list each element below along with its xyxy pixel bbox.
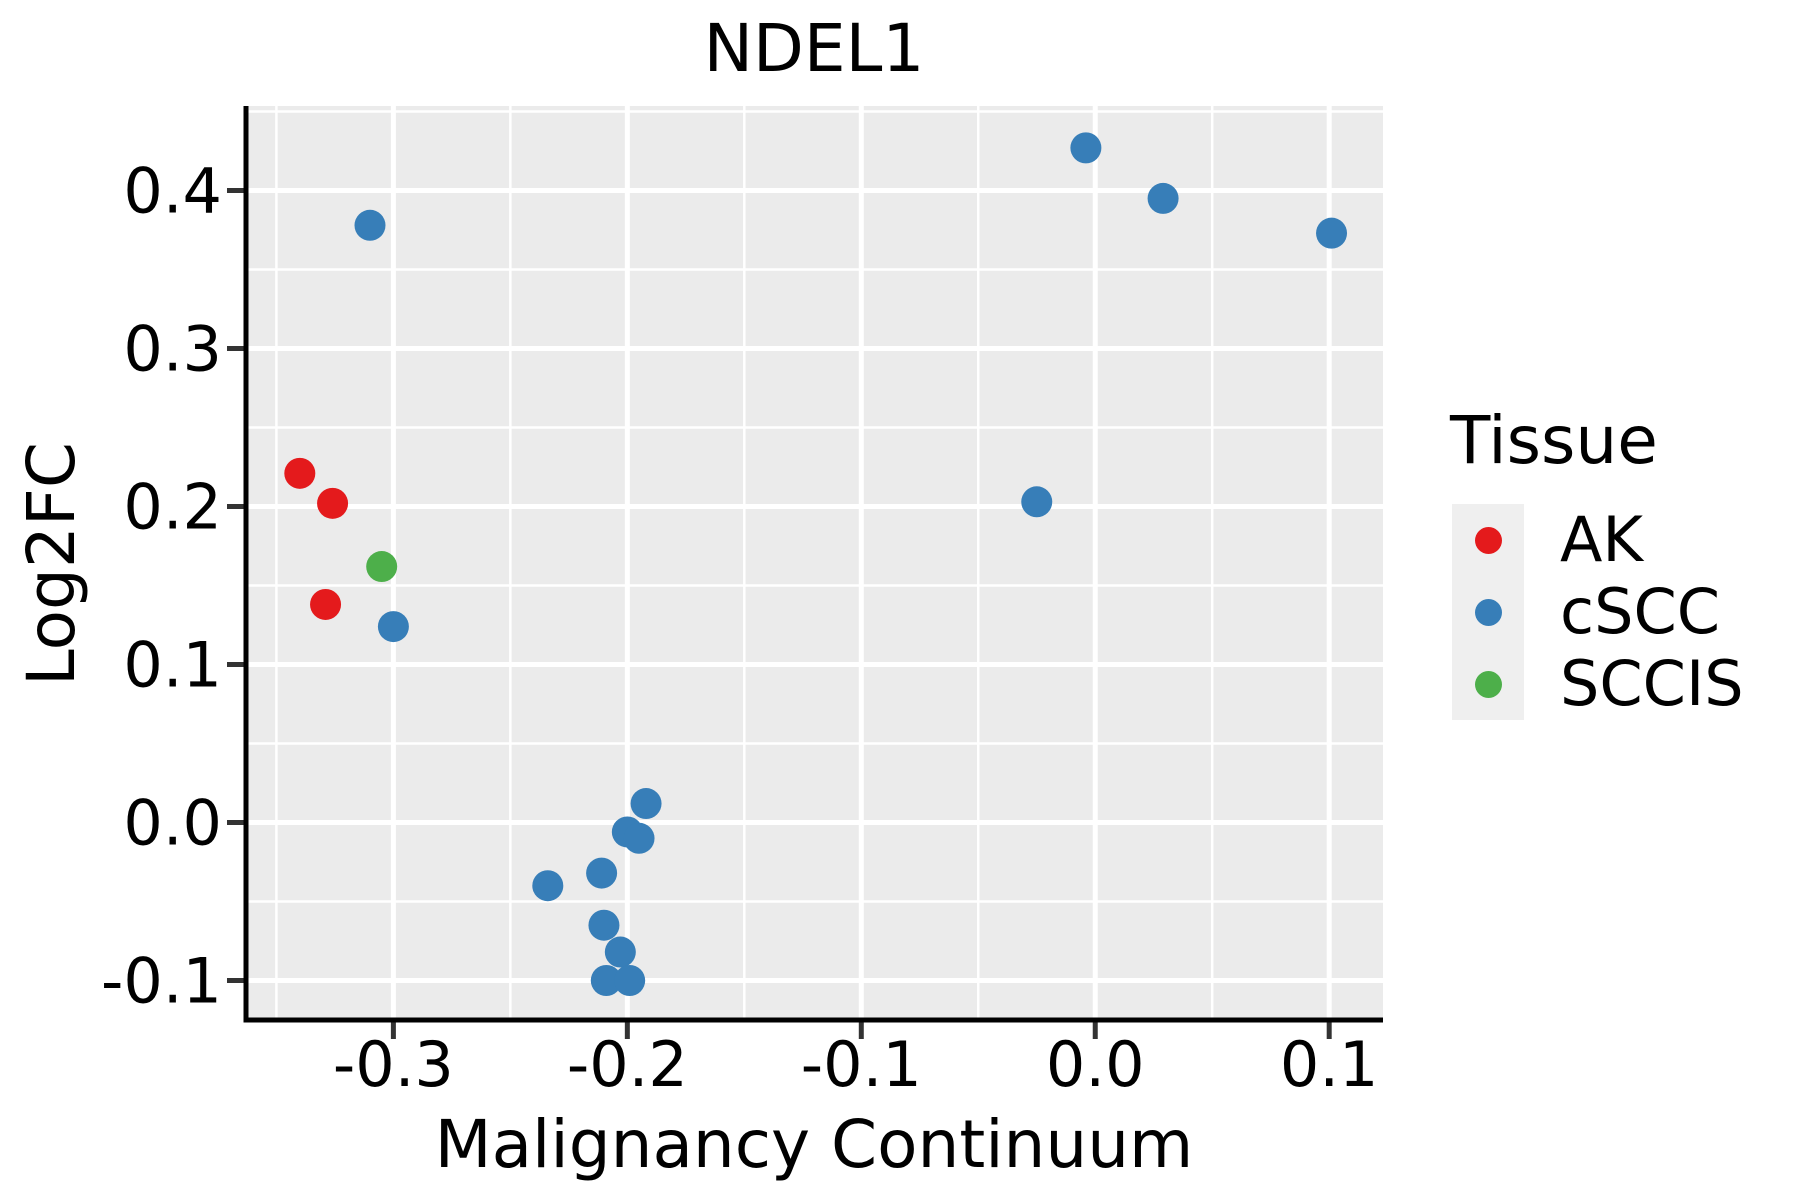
data-point-cscc (1316, 217, 1348, 249)
data-point-ak (284, 457, 316, 489)
x-tick-label: -0.3 (333, 1028, 454, 1101)
data-point-cscc (354, 209, 386, 241)
data-point-cscc (532, 870, 564, 902)
y-tick-label: 0.0 (123, 787, 222, 860)
legend-label-cscc: cSCC (1560, 575, 1721, 648)
x-tick-label: 0.1 (1280, 1028, 1379, 1101)
legend-entry-sccis: SCCIS (1452, 648, 1744, 720)
data-point-cscc (614, 965, 646, 997)
data-point-cscc (604, 936, 636, 968)
legend-title: Tissue (1450, 402, 1658, 479)
legend-key-box (1452, 504, 1524, 576)
legend-dot-cscc-icon (1474, 598, 1502, 626)
y-tick-label: 0.2 (123, 471, 222, 544)
x-tick-label: 0.0 (1046, 1028, 1145, 1101)
data-point-cscc (377, 611, 409, 643)
chart-title: NDEL1 (703, 10, 925, 87)
legend-dot-ak-icon (1474, 526, 1502, 554)
data-point-ak (310, 588, 342, 620)
x-tick-label: -0.1 (801, 1028, 922, 1101)
legend-label-sccis: SCCIS (1560, 647, 1744, 720)
legend-label-ak: AK (1560, 503, 1644, 576)
data-point-cscc (586, 857, 618, 889)
data-point-cscc (588, 909, 620, 941)
legend-dot-sccis-icon (1474, 670, 1502, 698)
data-point-sccis (366, 551, 398, 583)
data-point-cscc (590, 965, 622, 997)
data-point-cscc (1147, 182, 1179, 214)
y-tick-label: 0.4 (123, 155, 222, 228)
data-point-cscc (1070, 132, 1102, 164)
y-tick-label: -0.1 (101, 945, 222, 1018)
y-tick-label: 0.1 (123, 629, 222, 702)
legend-key-box (1452, 648, 1524, 720)
y-axis-title: Log2FC (13, 442, 90, 686)
y-tick-label: 0.3 (123, 313, 222, 386)
legend-entry-cscc: cSCC (1452, 576, 1744, 648)
plot-panel (246, 106, 1383, 1020)
data-point-cscc (1021, 486, 1053, 518)
data-point-cscc (623, 822, 655, 854)
legend: AK cSCC SCCIS (1452, 504, 1744, 720)
data-point-cscc (630, 788, 662, 820)
x-tick-label: -0.2 (567, 1028, 688, 1101)
x-axis-title: Malignancy Continuum (434, 1106, 1194, 1183)
legend-entry-ak: AK (1452, 504, 1744, 576)
data-point-ak (317, 487, 349, 519)
legend-key-box (1452, 576, 1524, 648)
